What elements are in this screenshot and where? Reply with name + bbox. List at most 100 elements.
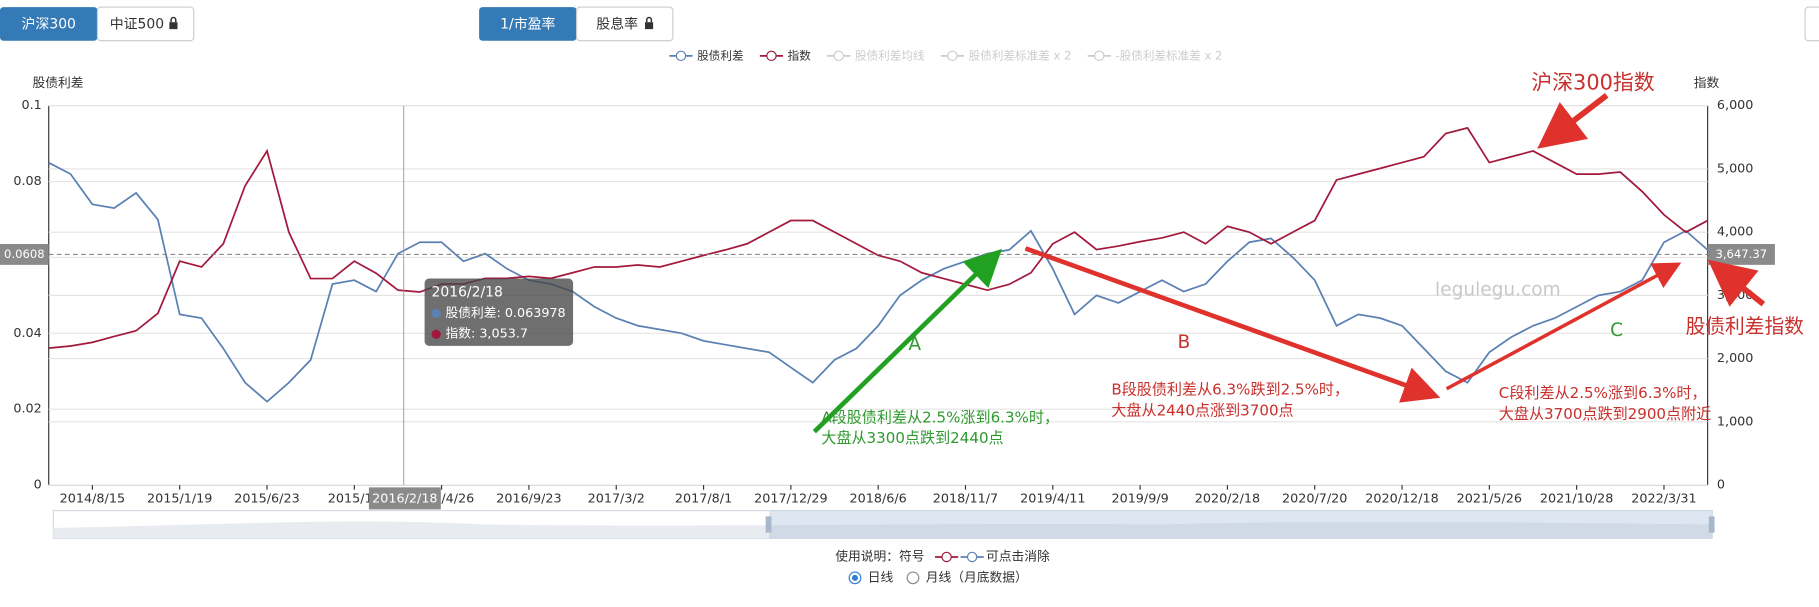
tooltip-dot xyxy=(431,308,441,319)
data-zoom[interactable] xyxy=(52,509,1715,539)
y2-tick-label: 0 xyxy=(1717,478,1725,493)
legend-label: 指数 xyxy=(788,48,812,62)
annotation: 大盘从2440点涨到3700点 xyxy=(1111,401,1293,419)
y-axis-title: 股债利差 xyxy=(32,76,83,91)
annotation: A xyxy=(908,334,921,355)
annotation: A段股债利差从2.5%涨到6.3%时， xyxy=(821,408,1059,426)
arrow xyxy=(1024,246,1441,403)
reference-label-bg xyxy=(1707,243,1775,265)
tab[interactable] xyxy=(96,6,195,42)
legend-icon xyxy=(675,50,687,62)
annotation: 沪深300指数 xyxy=(1531,71,1654,95)
tab-label[interactable]: 1/市盈率 xyxy=(500,16,555,33)
annotation: B xyxy=(1177,332,1190,353)
arrow xyxy=(812,248,1002,434)
y2-tick-label: 4,000 xyxy=(1717,225,1754,240)
zoom-handle[interactable] xyxy=(765,516,772,533)
metric-tabs: 1/市盈率 股息率 xyxy=(479,6,674,42)
radio-label[interactable]: 日线 xyxy=(868,570,894,585)
y-tick-label: 0.08 xyxy=(13,174,41,189)
x-tick-label: 2020/2/18 xyxy=(1195,491,1260,506)
y-tick-label: 0.02 xyxy=(13,402,41,417)
y-tick-label: 0 xyxy=(34,478,42,493)
x-tick-label: 2019/4/11 xyxy=(1020,491,1085,506)
tooltip-dot xyxy=(431,329,441,339)
x-tick-label: 2017/12/29 xyxy=(754,491,828,506)
x-tick-label: 2017/3/2 xyxy=(588,491,645,506)
legend-icon xyxy=(766,50,777,62)
x-tick-label: 2015/11 xyxy=(328,491,381,506)
legend-icon xyxy=(833,50,844,62)
annotations: 沪深300指数 股债利差指数 A B C A段股债利差从2.5%涨到6.3%时，… xyxy=(812,71,1805,447)
lock-icon xyxy=(169,16,178,30)
legend-label: -股债利差标准差 x 2 xyxy=(1115,48,1222,62)
zoom-window[interactable] xyxy=(769,510,1713,539)
x-tick-label: 2018/6/6 xyxy=(850,491,907,506)
tooltip: 2016/2/18 股债利差: 0.063978 指数: 3,053.7 xyxy=(424,278,574,346)
plot: 00.020.040.060.080.101,0002,0003,0004,00… xyxy=(0,98,1775,506)
x-tick-label: 2021/5/26 xyxy=(1457,491,1522,506)
radio-label[interactable]: 月线（月底数据） xyxy=(926,569,1028,585)
radio[interactable] xyxy=(906,571,920,585)
tab-active[interactable] xyxy=(0,7,98,41)
y2-tick-label: 1,000 xyxy=(1717,414,1754,429)
y2-tick-label: 2,000 xyxy=(1717,351,1754,366)
x-tick-label: 2017/8/1 xyxy=(675,491,732,506)
legend-item[interactable]: -股债利差标准差 x 2 xyxy=(1087,48,1223,62)
usage-icons xyxy=(935,551,984,563)
y-tick-label: 0.1 xyxy=(21,98,41,113)
lock-icon xyxy=(645,16,654,30)
legend-label: 股债利差均线 xyxy=(855,48,925,62)
tooltip-row: 股债利差: 0.063978 xyxy=(445,306,565,321)
tooltip-bg xyxy=(424,278,574,346)
x-tick-label: 2018/11/7 xyxy=(933,491,998,506)
annotation: 大盘从3300点跌到2440点 xyxy=(821,429,1003,447)
annotation: C段利差从2.5%涨到6.3%时， xyxy=(1499,384,1707,402)
x-tick-label: 2019/9/9 xyxy=(1111,491,1168,506)
arrow xyxy=(1537,92,1609,149)
reference-label-bg xyxy=(0,243,49,265)
legend-item[interactable]: 股债利差 xyxy=(669,48,744,62)
legend-icon xyxy=(1094,50,1105,62)
x-tick-label: 2022/3/31 xyxy=(1631,491,1696,506)
annotation: 大盘从3700点跌到2900点附近 xyxy=(1499,405,1711,423)
tab-label[interactable]: 中证500 xyxy=(110,17,164,33)
tab-edge[interactable] xyxy=(1804,6,1819,42)
y2-axis-title: 指数 xyxy=(1694,76,1720,91)
annotation: 股债利差指数 xyxy=(1686,315,1805,338)
legend-label: 股债利差 xyxy=(697,48,743,62)
axis-pointer-label: 2016/2/18 xyxy=(372,491,437,506)
tooltip-row: 指数: 3,053.7 xyxy=(445,327,528,342)
legend-item[interactable]: 股债利差标准差 x 2 xyxy=(940,48,1072,62)
annotation: B段股债利差从6.3%跌到2.5%时， xyxy=(1111,380,1349,398)
legend-item[interactable]: 指数 xyxy=(759,48,812,62)
zoom-preview xyxy=(53,521,1713,539)
x-tick-label: 2016/9/23 xyxy=(496,491,561,506)
x-tick-label: 2020/7/20 xyxy=(1282,491,1347,506)
x-tick-label: 2021/10/28 xyxy=(1540,491,1614,506)
tab[interactable] xyxy=(575,6,674,42)
x-tick-label: 2014/8/15 xyxy=(60,491,125,506)
y-tick-label: 0.04 xyxy=(13,326,41,341)
legend: 股债利差 指数 股债利差均线 股债利差标准差 x 2 -股债利差标准差 x 2 xyxy=(669,48,1222,62)
x-tick-label: 2015/1/19 xyxy=(147,491,212,506)
usage-text: 使用说明：符号 xyxy=(835,548,924,564)
tab-label[interactable]: 沪深300 xyxy=(22,17,76,33)
x-tick-label: 2015/6/23 xyxy=(234,491,299,506)
series-line xyxy=(48,126,1709,350)
series-line xyxy=(48,161,1709,403)
y2-tick-label: 6,000 xyxy=(1717,98,1754,113)
x-tick-label: 2020/12/18 xyxy=(1365,491,1439,506)
legend-item[interactable]: 股债利差均线 xyxy=(827,48,925,62)
index-tabs: 沪深300 中证500 xyxy=(0,6,195,42)
tab-active[interactable] xyxy=(479,7,577,41)
arrow xyxy=(1445,262,1682,391)
reference-label: 0.0608 xyxy=(4,247,45,261)
y2-tick-label: 5,000 xyxy=(1717,161,1754,176)
zoom-handle[interactable] xyxy=(1708,516,1715,533)
usage-text: 可点击消除 xyxy=(986,549,1050,564)
tab-label[interactable]: 股息率 xyxy=(596,16,638,33)
radio-dot xyxy=(851,574,858,581)
watermark: legulegu.com xyxy=(1435,280,1561,301)
